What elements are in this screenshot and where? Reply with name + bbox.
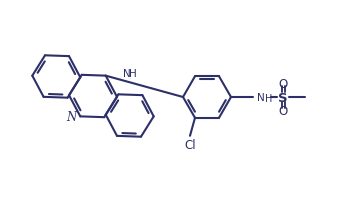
Text: N: N xyxy=(66,110,76,123)
Text: O: O xyxy=(279,77,288,90)
Text: H: H xyxy=(265,94,273,103)
Text: H: H xyxy=(129,69,137,79)
Text: N: N xyxy=(257,92,265,103)
Text: O: O xyxy=(279,105,288,118)
Text: S: S xyxy=(278,91,288,104)
Text: Cl: Cl xyxy=(184,139,196,152)
Text: N: N xyxy=(123,69,131,79)
